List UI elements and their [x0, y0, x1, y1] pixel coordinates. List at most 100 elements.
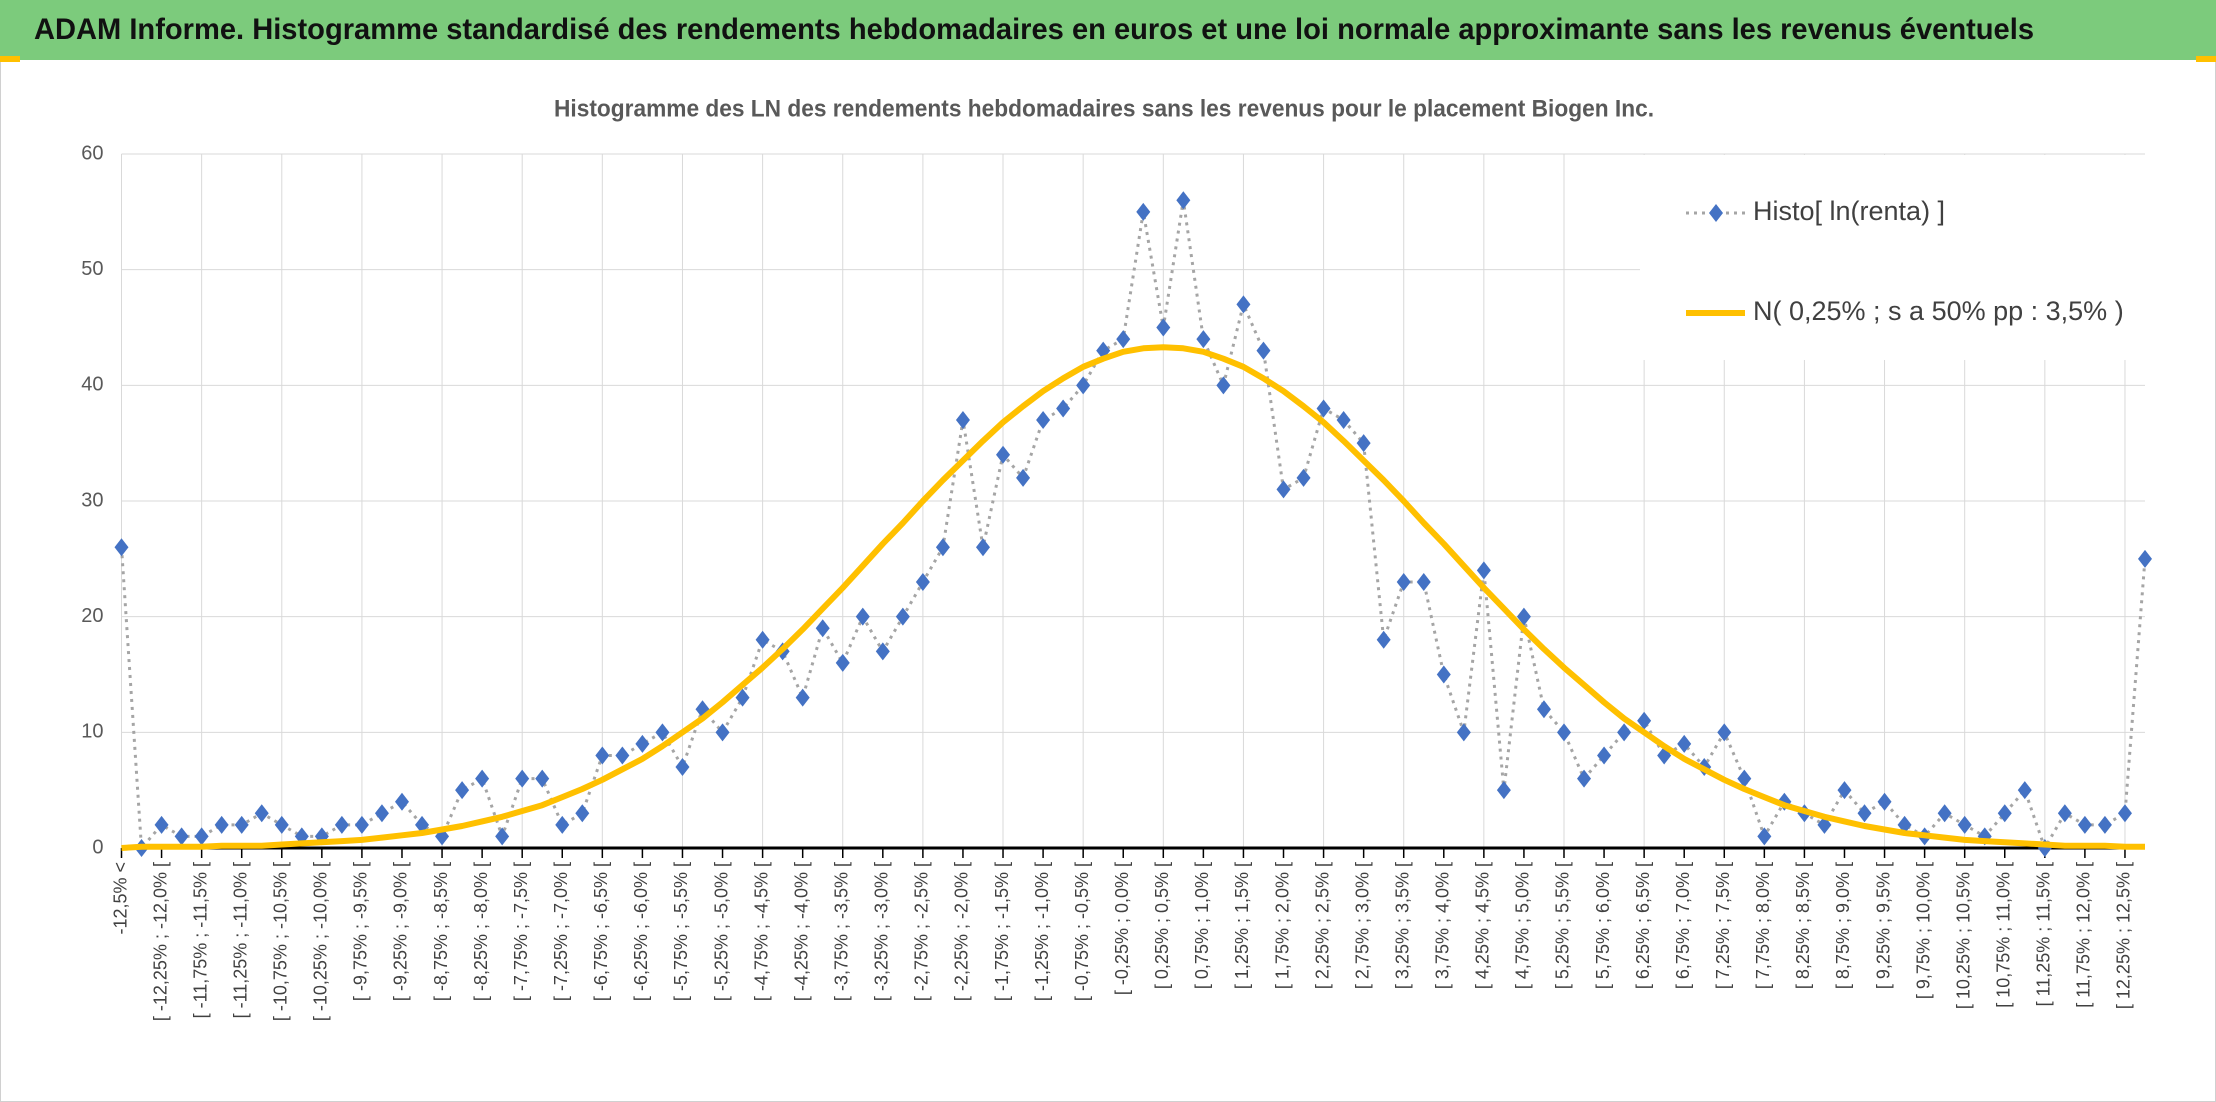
- marker: [795, 688, 810, 707]
- x-tick-label: [ 5,75% ; 6,0% [: [1593, 862, 1613, 989]
- marker: [555, 815, 570, 834]
- x-tick-label: [ 5,25% ; 5,5% [: [1553, 862, 1573, 989]
- x-tick-label: [ 7,75% ; 8,0% [: [1753, 862, 1773, 989]
- marker: [1316, 399, 1331, 418]
- marker: [234, 815, 249, 834]
- x-tick-label: [ -1,75% ; -1,5% [: [992, 862, 1012, 1001]
- x-tick-label: [ 4,75% ; 5,0% [: [1513, 862, 1533, 989]
- marker: [1296, 468, 1311, 487]
- marker: [955, 411, 970, 430]
- legend-label: N( 0,25% ; s a 50% pp : 3,5% ): [1753, 296, 2124, 326]
- y-tick-label: 10: [81, 721, 103, 743]
- marker: [615, 746, 630, 765]
- x-tick-label: [ 6,25% ; 6,5% [: [1633, 862, 1653, 989]
- y-tick-label: 50: [81, 258, 103, 280]
- marker: [495, 827, 510, 846]
- x-tick-label: [ -10,25% ; -10,0% [: [311, 862, 331, 1021]
- marker: [1577, 769, 1592, 788]
- marker: [354, 815, 369, 834]
- x-tick-label: [ -8,25% ; -8,0% [: [471, 862, 491, 1001]
- marker: [1016, 468, 1031, 487]
- legend-box: [1640, 155, 2145, 360]
- marker: [154, 815, 169, 834]
- x-tick-label: -12,5% <: [110, 862, 130, 935]
- x-tick-label: [ -8,75% ; -8,5% [: [431, 862, 451, 1001]
- marker: [1216, 376, 1231, 395]
- marker: [855, 607, 870, 626]
- marker: [1536, 700, 1551, 719]
- x-tick-label: [ 9,25% ; 9,5% [: [1873, 862, 1893, 989]
- marker: [1416, 572, 1431, 591]
- chart-title: Histogramme des LN des rendements hebdom…: [554, 95, 1654, 122]
- legend-marker: [1709, 204, 1723, 222]
- marker: [735, 688, 750, 707]
- marker: [1456, 723, 1471, 742]
- x-tick-label: [ -5,75% ; -5,5% [: [671, 862, 691, 1001]
- marker: [515, 769, 530, 788]
- x-tick-label: [ 10,25% ; 10,5% [: [1953, 862, 1973, 1009]
- x-tick-label: [ -2,75% ; -2,5% [: [912, 862, 932, 1001]
- x-tick-label: [ -11,75% ; -11,5% [: [190, 862, 210, 1018]
- marker: [975, 538, 990, 557]
- marker: [1637, 711, 1652, 730]
- x-tick-label: [ 4,25% ; 4,5% [: [1473, 862, 1493, 989]
- marker: [455, 781, 470, 800]
- marker: [1076, 376, 1091, 395]
- marker: [935, 538, 950, 557]
- marker: [996, 445, 1011, 464]
- x-tick-label: [ 1,25% ; 1,5% [: [1232, 862, 1252, 989]
- marker: [1937, 804, 1952, 823]
- marker: [815, 619, 830, 638]
- x-tick-label: [ -3,25% ; -3,0% [: [872, 862, 892, 1001]
- marker: [475, 769, 490, 788]
- x-tick-label: [ 1,75% ; 2,0% [: [1272, 862, 1292, 989]
- y-tick-label: 30: [81, 489, 103, 511]
- x-tick-label: [ -1,25% ; -1,0% [: [1032, 862, 1052, 1001]
- marker: [1356, 434, 1371, 453]
- marker: [1717, 723, 1732, 742]
- marker: [1136, 202, 1151, 221]
- marker: [915, 572, 930, 591]
- marker: [2117, 804, 2132, 823]
- x-tick-label: [ -4,25% ; -4,0% [: [791, 862, 811, 1001]
- marker: [755, 630, 770, 649]
- marker: [1176, 191, 1191, 210]
- marker: [1857, 804, 1872, 823]
- marker: [2057, 804, 2072, 823]
- marker: [575, 804, 590, 823]
- x-tick-label: [ -12,25% ; -12,0% [: [150, 862, 170, 1021]
- x-tick-label: [ -0,75% ; -0,5% [: [1072, 862, 1092, 1001]
- x-tick-label: [ -5,25% ; -5,0% [: [711, 862, 731, 1001]
- marker: [254, 804, 269, 823]
- header-bar: [0, 0, 2216, 60]
- marker: [1156, 318, 1171, 337]
- x-tick-label: [ 6,75% ; 7,0% [: [1673, 862, 1693, 989]
- x-tick-label: [ -6,75% ; -6,5% [: [591, 862, 611, 1001]
- marker: [1196, 330, 1211, 349]
- marker: [715, 723, 730, 742]
- x-tick-label: [ 10,75% ; 11,0% [: [1994, 862, 2014, 1008]
- x-tick-label: [ -10,75% ; -10,5% [: [271, 862, 291, 1021]
- marker: [1116, 330, 1131, 349]
- marker: [1036, 411, 1051, 430]
- marker: [1617, 723, 1632, 742]
- accent: [2196, 56, 2216, 62]
- marker: [2077, 815, 2092, 834]
- marker: [1396, 572, 1411, 591]
- x-tick-label: [ 3,25% ; 3,5% [: [1392, 862, 1412, 989]
- accent: [0, 56, 20, 62]
- marker: [1677, 734, 1692, 753]
- marker: [1256, 341, 1271, 360]
- y-tick-label: 60: [81, 142, 103, 164]
- x-tick-label: [ 11,75% ; 12,0% [: [2074, 862, 2094, 1008]
- x-tick-label: [ -3,75% ; -3,5% [: [831, 862, 851, 1001]
- marker: [1516, 607, 1531, 626]
- x-tick-label: [ 9,75% ; 10,0% [: [1913, 862, 1933, 999]
- marker: [895, 607, 910, 626]
- marker: [334, 815, 349, 834]
- marker: [374, 804, 389, 823]
- marker: [635, 734, 650, 753]
- marker: [174, 827, 189, 846]
- x-tick-label: [ 2,75% ; 3,0% [: [1352, 862, 1372, 989]
